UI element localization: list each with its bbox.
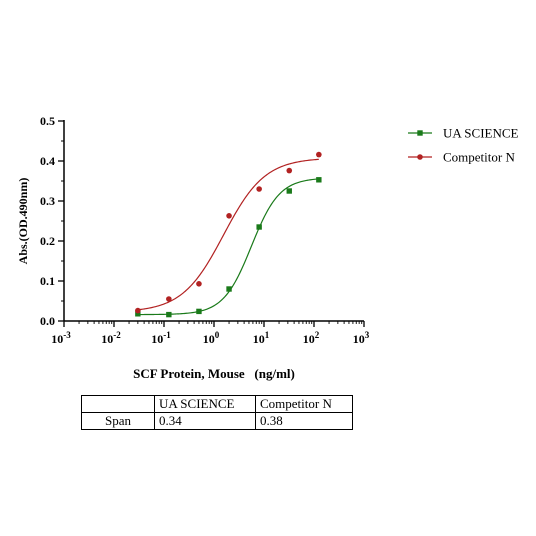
span-table-header: UA SCIENCE Competitor N [81,395,353,413]
data-point-circle [256,186,262,192]
data-points [135,151,322,318]
legend-marker-circle [417,154,423,160]
data-point-circle [286,167,293,174]
x-axis-label: SCF Protein, Mouse (ng/ml) [133,366,295,381]
data-point-circle [196,281,202,287]
x-tick-label: 103 [353,330,370,346]
data-point-square [135,311,141,317]
data-point-circle [226,213,232,219]
legend-marker-square [417,130,423,136]
legend-label: Competitor N [443,150,515,165]
span-table-header-cell: UA SCIENCE [154,395,256,413]
y-tick-label: 0.3 [40,194,55,208]
x-tick-label: 101 [253,330,270,346]
x-tick-label: 10-3 [51,330,71,346]
x-tick-label: 100 [203,330,220,346]
y-tick-label: 0.0 [40,314,55,328]
axes: 0.0 0.1 0.2 0.3 0.4 0.5 10-3 10-2 10-1 100 101 102 1… [40,114,370,346]
span-value-cell: 0.34 [154,412,256,430]
fit-curve [137,178,319,316]
span-table-row: Span 0.34 0.38 [81,412,353,430]
span-table-header-cell [81,395,155,413]
y-tick-label: 0.4 [40,154,55,168]
span-row-label: Span [81,412,155,430]
legend-label: UA SCIENCE [443,126,519,141]
span-value-cell: 0.38 [255,412,353,430]
span-table-header-cell: Competitor N [255,395,353,413]
data-point-circle [135,307,141,314]
data-point-square [196,308,202,315]
y-tick-label: 0.2 [40,234,55,248]
x-tick-label: 102 [303,330,320,346]
x-tick-label: 10-2 [101,330,121,346]
data-point-circle [166,296,172,302]
data-point-circle [316,151,322,158]
fit-curve [137,158,319,311]
data-point-square [286,188,292,194]
y-tick-label: 0.5 [40,114,55,128]
x-tick-label: 10-1 [151,330,171,346]
y-axis-label: Abs.(OD.490nm) [16,178,30,265]
y-tick-label: 0.1 [40,274,55,288]
span-table: UA SCIENCE Competitor N Span 0.34 0.38 [81,395,353,430]
data-point-square [316,177,322,183]
data-point-square [166,311,172,318]
data-point-square [256,224,262,230]
legend: UA SCIENCE Competitor N [408,126,519,165]
data-point-square [226,286,232,292]
